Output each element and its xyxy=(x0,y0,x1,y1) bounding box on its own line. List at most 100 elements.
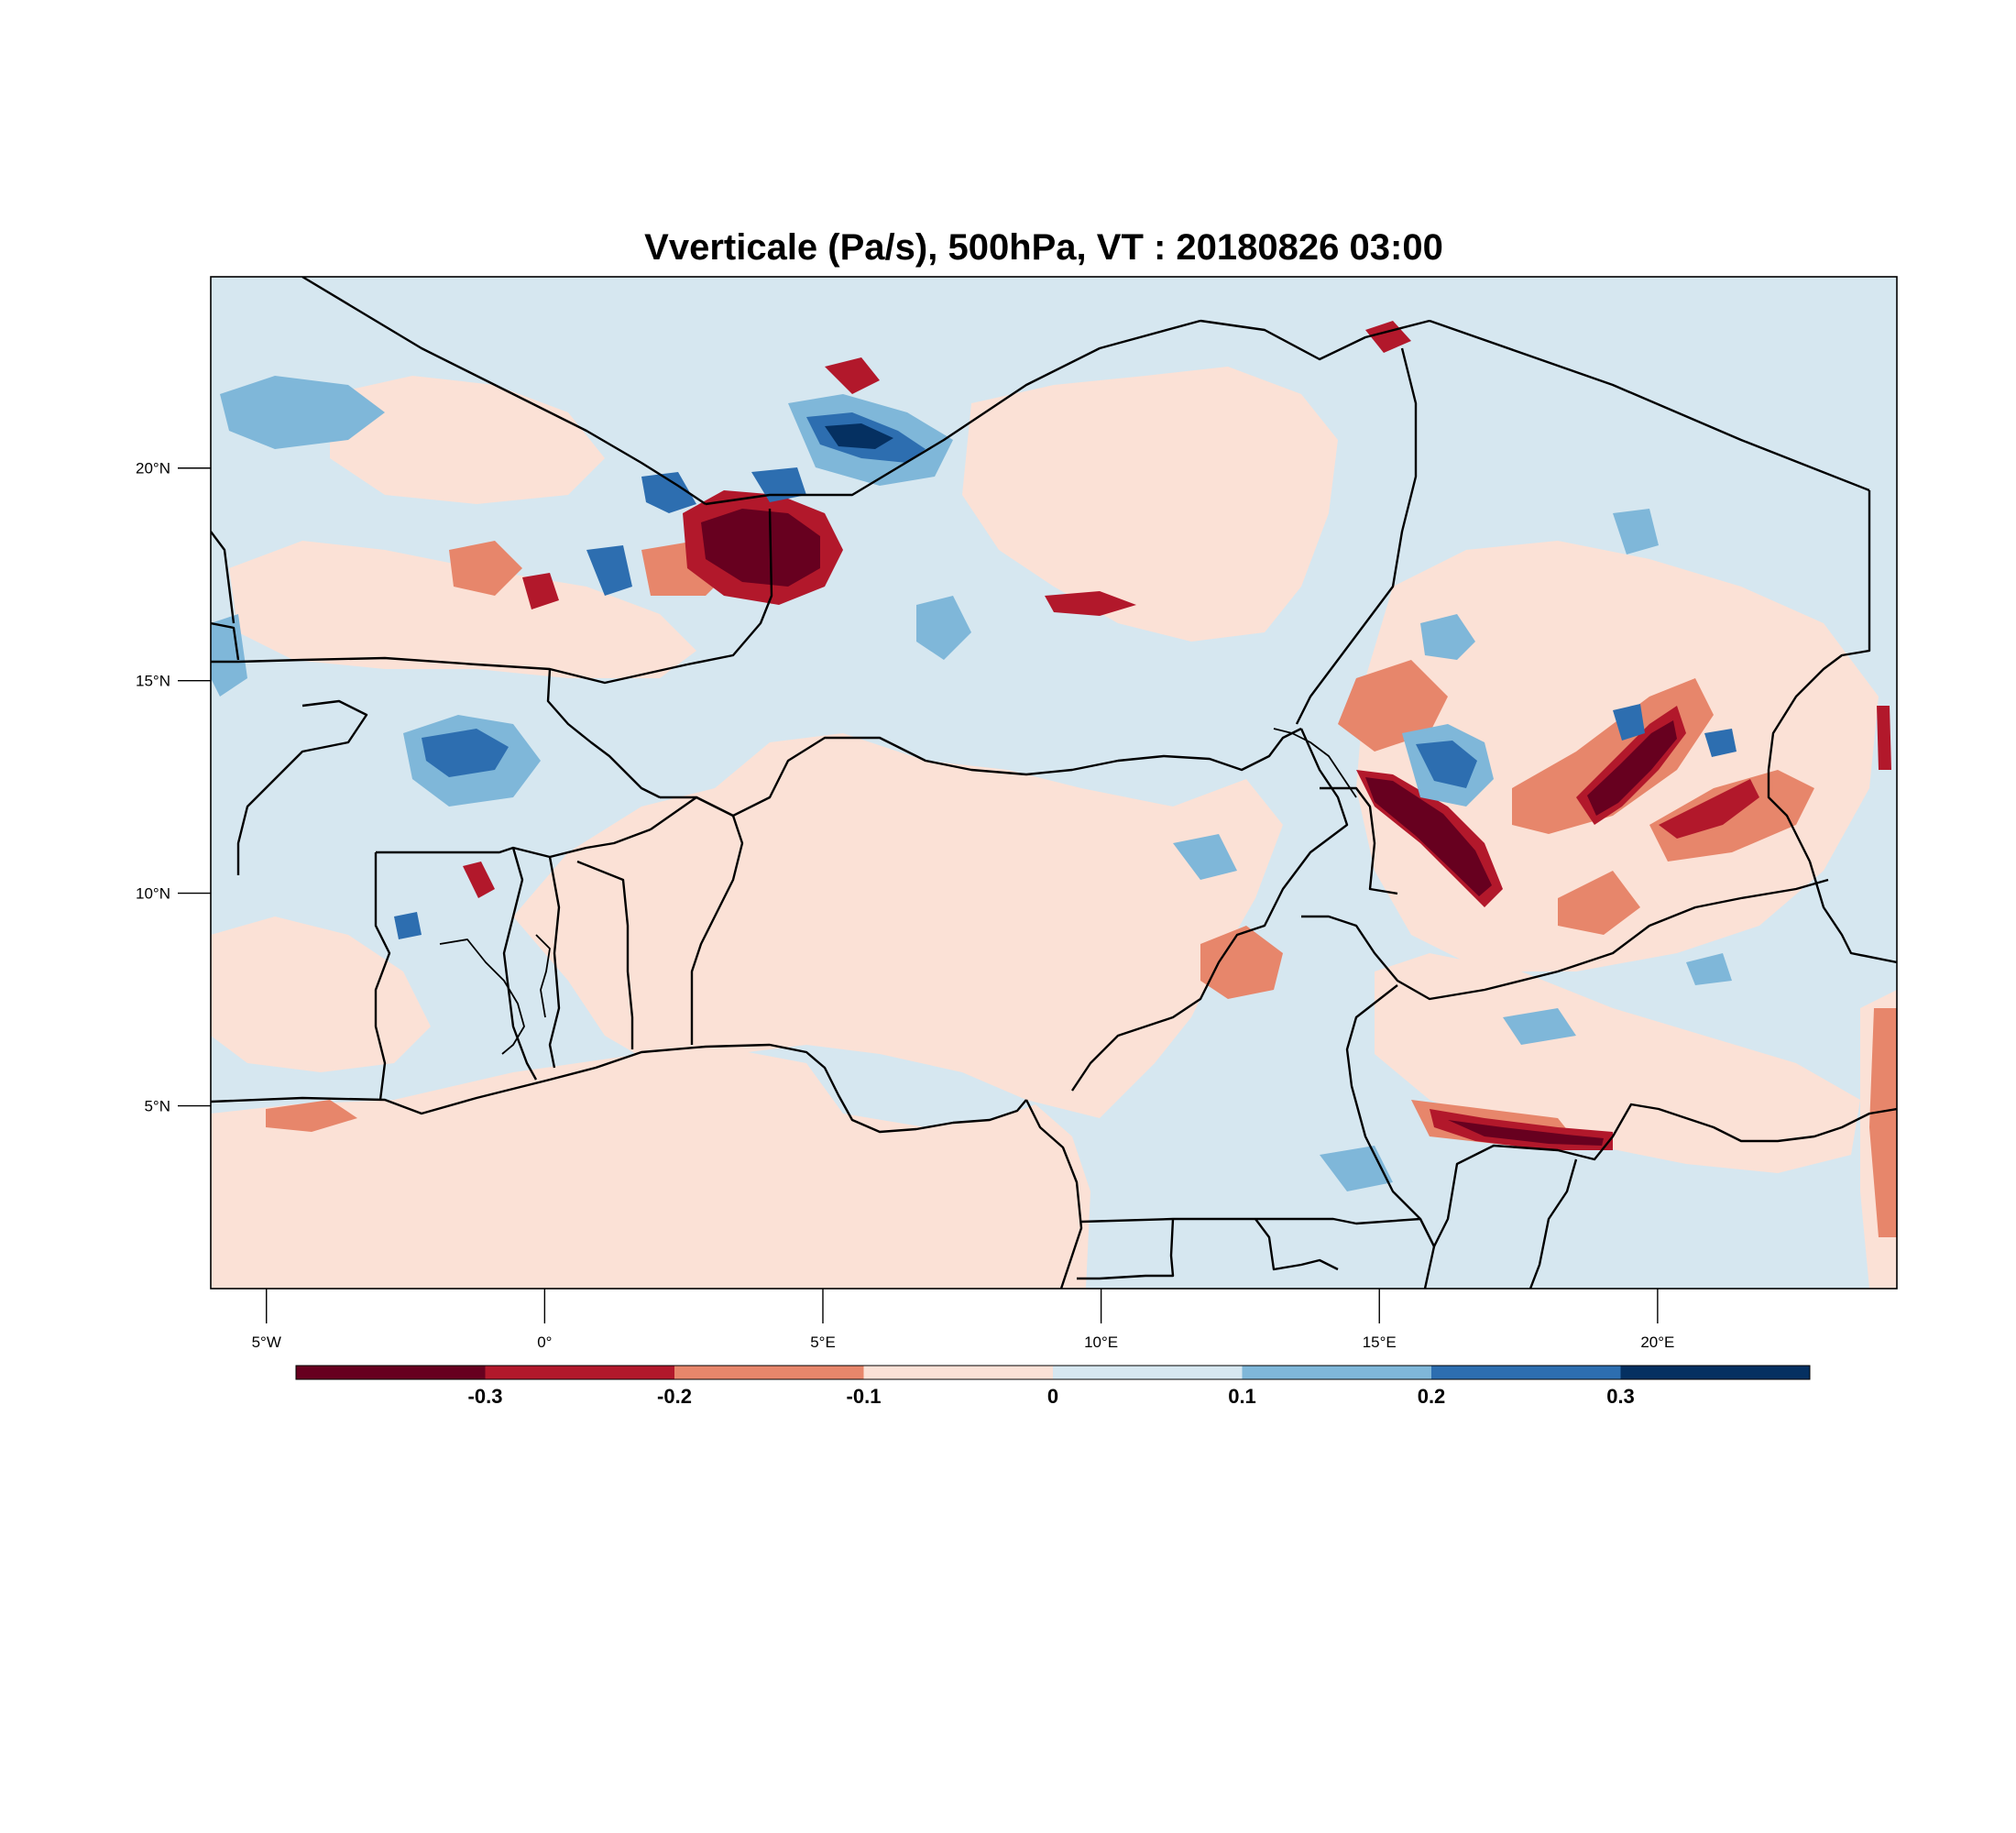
colorbar-segment xyxy=(1620,1366,1810,1379)
colorbar-segment xyxy=(1431,1366,1621,1379)
field-patch-pos-10 xyxy=(1503,1008,1576,1045)
field-patch-neg-4 xyxy=(1200,926,1283,999)
field-patch-pos-11 xyxy=(1686,953,1732,985)
border-libya-chad xyxy=(1429,319,1870,492)
field-core-neg-north-1 xyxy=(825,357,880,394)
colorbar-label: 0 xyxy=(1047,1385,1058,1408)
lon-tick-label: 5°E xyxy=(810,1334,836,1351)
field-core-pos-10 xyxy=(825,423,893,449)
border-senegal-mauritania xyxy=(211,531,236,624)
field-patch-neg-6 xyxy=(1869,1008,1897,1237)
field-core-neg-chad-band-center xyxy=(1365,777,1492,896)
border-mali-south xyxy=(211,656,688,685)
border-ghana-togo xyxy=(548,856,561,1069)
field-patch-neg-10 xyxy=(449,541,522,596)
colorbar-label: -0.3 xyxy=(468,1385,503,1408)
map-frame xyxy=(210,276,1898,1290)
border-algeria-niger xyxy=(705,319,1201,506)
field-core-pos-6 xyxy=(586,545,632,596)
border-benin-nigeria xyxy=(650,796,744,1045)
field-core-pos-8 xyxy=(1704,729,1737,757)
border-togo-benin xyxy=(576,860,634,1049)
colorbar-segment xyxy=(1053,1366,1243,1379)
border-cameroon-gabon xyxy=(1080,1217,1421,1225)
country-borders xyxy=(211,277,1897,1289)
field-region-west-coast xyxy=(211,916,431,1072)
field-core-pos-1 xyxy=(422,729,509,777)
field-region-sahel-west xyxy=(229,541,696,678)
border-cote-divoire-west xyxy=(374,852,391,1101)
map-title: Vverticale (Pa/s), 500hPa, VT : 20180826… xyxy=(644,227,1443,268)
field-patch-pos-3 xyxy=(1420,614,1475,660)
field-region-gulf-of-guinea xyxy=(211,1049,1090,1289)
colorbar: -0.3 -0.2 -0.1 0 0.1 0.2 0.3 xyxy=(295,1365,1811,1408)
border-congo-car xyxy=(1419,1103,1897,1248)
border-burkina-ghana xyxy=(376,828,652,859)
border-libya-niger xyxy=(1200,319,1430,361)
field-core-pos-7 xyxy=(1613,704,1645,741)
vertical-velocity-field xyxy=(211,321,1897,1289)
field-core-neg-north-3 xyxy=(1045,591,1136,616)
border-car-drc xyxy=(1528,1158,1578,1289)
border-burkina-niger xyxy=(660,727,1302,818)
field-core-pos-4 xyxy=(751,467,806,502)
field-core-neg-north-2 xyxy=(522,573,559,609)
field-patch-pos-8 xyxy=(1173,834,1237,880)
border-sudan-west xyxy=(1767,490,1871,862)
border-lake-chad xyxy=(1273,728,1357,798)
colorbar-label: 0.3 xyxy=(1606,1385,1635,1408)
border-ghana-cote xyxy=(502,847,538,1081)
border-sudan-south xyxy=(1808,861,1897,964)
coastline-cameroon-gabon xyxy=(1024,1099,1083,1289)
field-core-neg-east-band-center xyxy=(1587,720,1677,816)
field-patch-neg-1 xyxy=(1338,660,1448,752)
field-region-mali-north xyxy=(330,376,605,504)
field-core-pos-9 xyxy=(394,912,422,939)
border-algeria-mali-north xyxy=(301,277,707,505)
colorbar-label: 0.1 xyxy=(1228,1385,1256,1408)
colorbar-segment xyxy=(1242,1366,1431,1379)
field-core-neg-east-edge xyxy=(1877,706,1891,770)
border-mali-niger xyxy=(686,508,773,666)
field-core-neg-niger-mali-center xyxy=(701,509,820,587)
field-patch-neg-8 xyxy=(1558,871,1640,935)
border-lake-volta xyxy=(439,938,525,1055)
colorbar-frame xyxy=(295,1365,1811,1380)
lat-tick-label: 5°N xyxy=(144,1098,170,1115)
field-patch-pos-12 xyxy=(211,614,247,697)
field-core-pos-5 xyxy=(641,472,696,513)
colorbar-segment xyxy=(485,1366,674,1379)
border-niger-chad xyxy=(1295,347,1418,725)
colorbar-label: -0.1 xyxy=(847,1385,882,1408)
field-core-pos-2 xyxy=(1416,741,1477,788)
lon-tick-label: 10°E xyxy=(1084,1334,1118,1351)
field-patch-pos-5 xyxy=(220,376,385,449)
field-patch-pos-7 xyxy=(916,596,971,660)
lon-tick-label: 5°W xyxy=(252,1334,281,1351)
lat-tick-label: 15°N xyxy=(136,673,170,690)
border-gambia-senegal xyxy=(211,621,240,661)
border-nigeria-cameroon xyxy=(1071,728,1349,1092)
longitude-axis: 5°W 0° 5°E 10°E 15°E 20°E xyxy=(252,1289,1674,1351)
lon-tick-label: 0° xyxy=(537,1334,552,1351)
field-region-sahara-east xyxy=(962,367,1338,642)
lat-tick-label: 10°N xyxy=(136,885,170,903)
colorbar-segment xyxy=(674,1366,864,1379)
latitude-axis: 5°N 10°N 15°N 20°N xyxy=(136,460,211,1115)
field-region-central-west-africa xyxy=(513,733,1283,1118)
border-equatorial-guinea xyxy=(1255,1218,1339,1271)
field-core-neg-east-band-2 xyxy=(1659,779,1759,839)
border-chad-car xyxy=(1301,878,1829,1001)
border-mali-guinea xyxy=(236,699,368,875)
field-core-neg-equator-band-center xyxy=(1448,1120,1604,1146)
colorbar-label: 0.2 xyxy=(1418,1385,1446,1408)
colorbar-segment xyxy=(863,1366,1053,1379)
field-core-neg-west-1 xyxy=(463,862,495,898)
field-patch-neg-9 xyxy=(266,1100,357,1132)
lat-tick-label: 20°N xyxy=(136,460,170,477)
field-patch-pos-4 xyxy=(1613,509,1659,554)
border-mali-burkina xyxy=(546,668,661,799)
lon-tick-label: 15°E xyxy=(1363,1334,1397,1351)
colorbar-label: -0.2 xyxy=(657,1385,692,1408)
